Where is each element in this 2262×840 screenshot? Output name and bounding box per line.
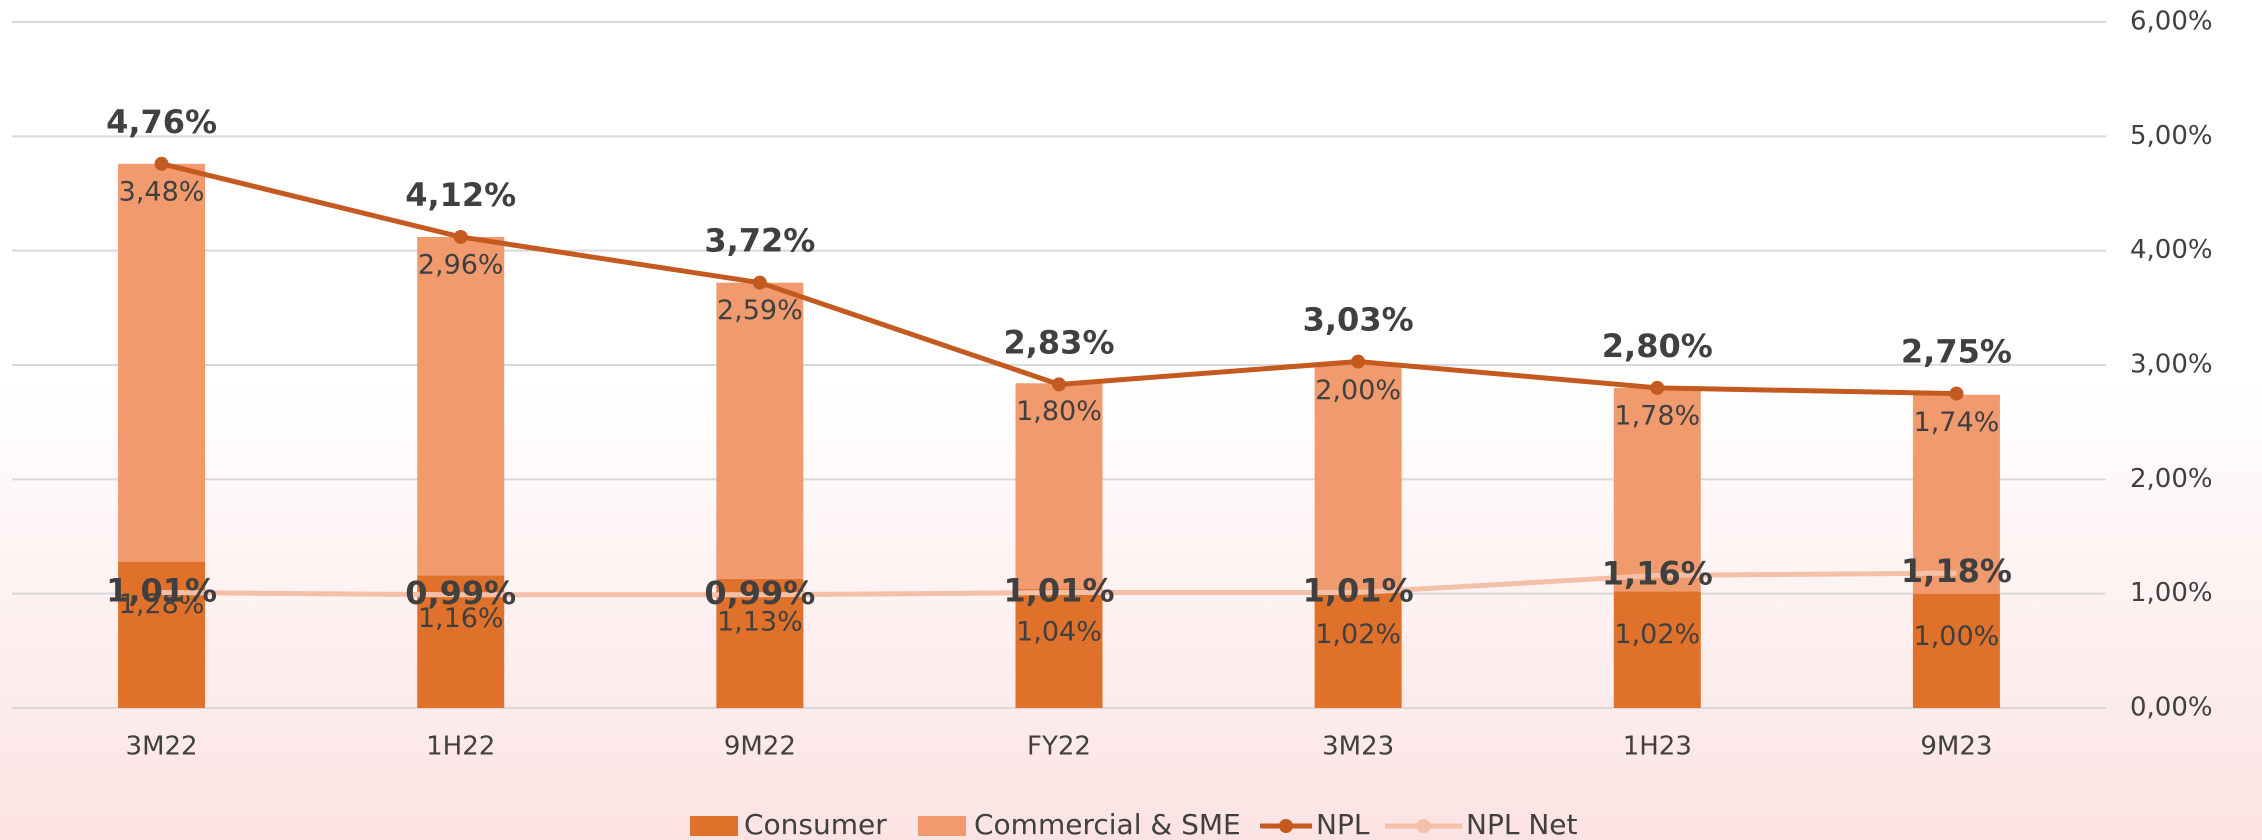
line-value-label: 0,99% — [405, 574, 516, 612]
y-tick-label: 6,00% — [2130, 7, 2213, 37]
legend-label: Consumer — [744, 808, 887, 840]
bar-value-label: 2,96% — [418, 249, 504, 280]
line-value-label: 4,12% — [405, 176, 516, 214]
legend-swatch — [1279, 819, 1293, 833]
x-tick-label: 9M23 — [1920, 732, 1992, 762]
bar — [1314, 362, 1402, 592]
legend-label: NPL — [1316, 808, 1370, 840]
line-marker — [453, 229, 468, 244]
bar-value-label: 1,13% — [717, 606, 803, 637]
line-marker — [1351, 354, 1366, 369]
bar — [118, 163, 206, 562]
y-tick-label: 1,00% — [2130, 578, 2213, 608]
y-tick-label: 3,00% — [2130, 350, 2213, 380]
x-tick-label: 3M22 — [126, 732, 198, 762]
legend-swatch — [1416, 819, 1431, 833]
bar-value-label: 1,78% — [1614, 400, 1700, 431]
line-value-label: 1,01% — [1303, 572, 1414, 610]
line-marker — [752, 275, 767, 290]
bar — [1613, 387, 1701, 592]
line-marker — [1650, 380, 1665, 395]
y-tick-label: 5,00% — [2130, 121, 2213, 151]
line-value-label: 4,76% — [106, 103, 217, 141]
line-value-label: 2,75% — [1901, 333, 2012, 371]
x-tick-label: 9M22 — [724, 732, 796, 762]
bar-value-label: 1,04% — [1016, 617, 1102, 648]
line-value-label: 1,01% — [1003, 572, 1114, 610]
bar-value-label: 2,59% — [717, 295, 803, 326]
bar — [1314, 591, 1402, 708]
line-value-label: 3,72% — [704, 222, 815, 260]
bar — [118, 561, 206, 708]
y-tick-label: 2,00% — [2130, 464, 2213, 494]
line — [161, 570, 1957, 598]
line-marker — [1949, 386, 1964, 401]
x-tick-label: 1H23 — [1623, 732, 1692, 762]
bar — [1613, 591, 1701, 708]
legend-label: NPL Net — [1466, 808, 1578, 840]
legend-label: Commercial & SME — [974, 808, 1241, 840]
x-tick-label: 3M23 — [1322, 732, 1394, 762]
line-value-label: 2,80% — [1602, 327, 1713, 365]
bar-value-label: 1,74% — [1914, 407, 2000, 438]
bar-value-label: 1,16% — [418, 603, 504, 634]
line-marker — [154, 156, 169, 171]
bar-value-label: 3,48% — [119, 176, 205, 207]
bar — [417, 575, 505, 708]
line-value-label: 3,03% — [1303, 301, 1414, 339]
y-tick-label: 0,00% — [2130, 693, 2213, 723]
x-tick-label: FY22 — [1027, 732, 1091, 762]
line-value-label: 0,99% — [704, 574, 815, 612]
bar — [417, 236, 505, 576]
line-value-label: 2,83% — [1003, 323, 1114, 361]
bar — [1015, 383, 1103, 590]
bar — [1912, 394, 2000, 594]
bar-value-label: 2,00% — [1315, 375, 1401, 406]
bar — [1015, 589, 1103, 708]
line-marker — [1052, 377, 1066, 392]
bar — [716, 282, 804, 579]
legend-swatch — [690, 816, 738, 836]
y-tick-label: 4,00% — [2130, 235, 2213, 265]
bar-value-label: 1,80% — [1016, 396, 1102, 427]
legend-swatch — [918, 816, 966, 836]
bar-value-label: 1,02% — [1614, 619, 1700, 650]
bar-value-label: 1,00% — [1914, 621, 2000, 652]
bar — [716, 578, 804, 708]
bar-value-label: 1,02% — [1315, 619, 1401, 650]
line-value-label: 1,01% — [106, 572, 217, 610]
x-tick-label: 1H22 — [426, 732, 495, 762]
line-value-label: 1,18% — [1901, 552, 2012, 590]
bar — [1912, 593, 2000, 708]
line-value-label: 1,16% — [1602, 554, 1713, 592]
